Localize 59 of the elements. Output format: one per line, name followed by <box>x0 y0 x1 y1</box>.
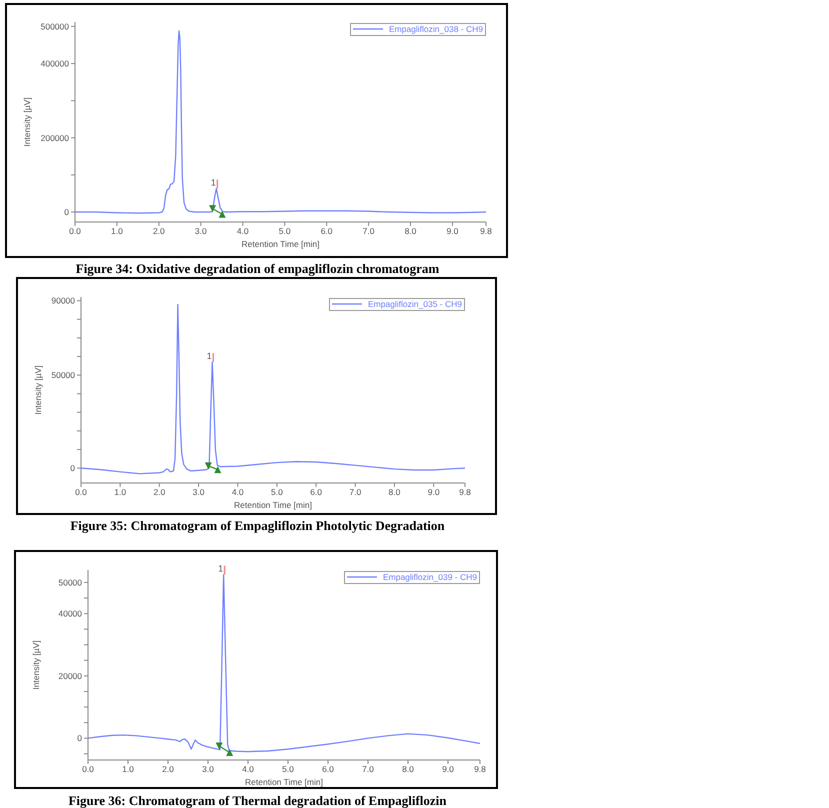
x-tick-label: 1.0 <box>122 764 134 774</box>
x-tick-label: 4.0 <box>232 487 244 498</box>
x-tick-label: 9.8 <box>480 226 492 236</box>
legend-label: Empagliflozin_035 - CH9 <box>368 299 462 309</box>
y-tick-label: 200000 <box>40 132 70 143</box>
y-axis-title: Intensity [µV] <box>22 97 32 147</box>
x-tick-label: 6.0 <box>320 226 333 236</box>
y-tick-label: 40000 <box>58 608 82 619</box>
y-tick-label: 50000 <box>51 370 76 380</box>
legend-label: Empagliflozin_039 - CH9 <box>382 572 477 582</box>
x-tick-label: 8.0 <box>388 487 401 498</box>
x-tick-label: 4.0 <box>236 226 249 236</box>
y-tick-label: 50000 <box>58 577 82 588</box>
x-tick-label: 0.0 <box>75 487 88 498</box>
x-tick-label: 1.0 <box>111 226 124 236</box>
x-tick-label: 6.0 <box>310 487 322 498</box>
x-tick-label: 9.0 <box>428 487 440 498</box>
x-tick-label: 5.0 <box>282 764 294 774</box>
x-tick-label: 5.0 <box>271 487 284 498</box>
x-tick-label: 3.0 <box>202 764 214 774</box>
x-tick-label: 5.0 <box>278 226 291 236</box>
x-tick-label: 7.0 <box>349 487 362 498</box>
annotation: 1 <box>206 351 212 362</box>
x-tick-label: 3.0 <box>192 487 205 498</box>
text: Figure 36: Chromatogram of Thermal degradation of Empagliflozin <box>67 793 448 808</box>
x-tick-label: 0.0 <box>69 226 82 236</box>
x-tick-label: 3.0 <box>194 226 207 236</box>
x-tick-label: 9.8 <box>459 487 472 498</box>
x-tick-label: 9.8 <box>474 764 486 774</box>
y-tick-label: 90000 <box>51 296 76 306</box>
y-tick-label: 0 <box>70 463 76 474</box>
x-axis-title: Retention Time [min] <box>234 500 312 510</box>
y-axis-title: Intensity [µV] <box>31 640 41 690</box>
annotation: 1 <box>218 564 224 574</box>
x-tick-label: 9.0 <box>442 764 454 774</box>
legend-label: Empagliflozin_038 - CH9 <box>388 24 483 34</box>
x-tick-label: 4.0 <box>242 764 254 774</box>
x-tick-label: 7.0 <box>362 226 375 236</box>
x-tick-label: 0.0 <box>82 764 94 774</box>
text: Figure 35: Chromatogram of Empagliflozin Photolytic Degradation <box>69 518 446 533</box>
x-tick-label: 2.0 <box>153 487 166 498</box>
y-tick-label: 20000 <box>58 670 82 681</box>
x-tick-label: 8.0 <box>404 226 417 236</box>
x-axis-title: Retention Time [min] <box>245 777 323 787</box>
x-axis-title: Retention Time [min] <box>242 239 320 249</box>
y-tick-label: 400000 <box>40 58 70 69</box>
x-tick-label: 6.0 <box>322 764 334 774</box>
x-tick-label: 8.0 <box>402 764 414 774</box>
y-tick-label: 0 <box>64 207 70 217</box>
annotation: 1 <box>210 178 216 188</box>
x-tick-label: 1.0 <box>114 487 126 498</box>
x-tick-label: 7.0 <box>362 764 374 774</box>
y-axis-title: Intensity [µV] <box>33 365 43 415</box>
x-tick-label: 2.0 <box>162 764 174 774</box>
text: Figure 34: Oxidative degradation of empagliflozin chromatogram <box>74 261 440 276</box>
x-tick-label: 2.0 <box>152 226 166 236</box>
x-tick-label: 9.0 <box>446 226 459 236</box>
y-tick-label: 0 <box>77 733 82 744</box>
y-tick-label: 500000 <box>40 21 70 32</box>
